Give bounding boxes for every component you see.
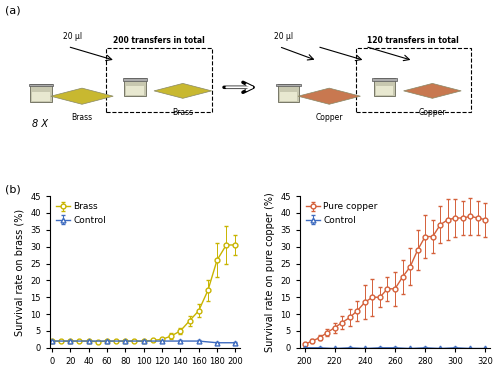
Legend: Brass, Control: Brass, Control — [54, 201, 108, 227]
Bar — [106, 48, 212, 112]
Text: 20 µl: 20 µl — [274, 32, 293, 41]
Bar — [126, 87, 144, 95]
Bar — [29, 84, 54, 87]
Text: Copper: Copper — [316, 113, 343, 122]
Polygon shape — [154, 83, 212, 98]
Text: 120 transfers in total: 120 transfers in total — [368, 36, 459, 45]
Text: 20 µl: 20 µl — [63, 32, 82, 41]
Bar — [356, 48, 471, 112]
Bar — [376, 87, 394, 95]
Bar — [372, 78, 396, 81]
Bar — [30, 84, 52, 101]
Y-axis label: Survival rate on pure copper (%): Survival rate on pure copper (%) — [265, 192, 275, 352]
Text: Brass: Brass — [72, 113, 92, 122]
Polygon shape — [404, 83, 461, 98]
Bar — [280, 92, 297, 101]
Polygon shape — [51, 88, 113, 104]
Legend: Pure copper, Control: Pure copper, Control — [304, 201, 380, 227]
Text: Copper: Copper — [418, 108, 446, 117]
Y-axis label: Survival rate on brass (%): Survival rate on brass (%) — [15, 208, 25, 336]
Bar — [374, 78, 395, 96]
Bar — [124, 78, 146, 96]
Bar — [278, 84, 299, 101]
Text: 200 transfers in total: 200 transfers in total — [113, 36, 204, 45]
Bar — [122, 78, 147, 81]
Text: (b): (b) — [5, 185, 21, 195]
Bar — [32, 92, 50, 101]
Bar — [276, 84, 300, 87]
Text: 8 X: 8 X — [32, 119, 48, 129]
Text: Brass: Brass — [172, 108, 194, 117]
Text: (a): (a) — [5, 6, 20, 16]
Polygon shape — [298, 88, 360, 104]
